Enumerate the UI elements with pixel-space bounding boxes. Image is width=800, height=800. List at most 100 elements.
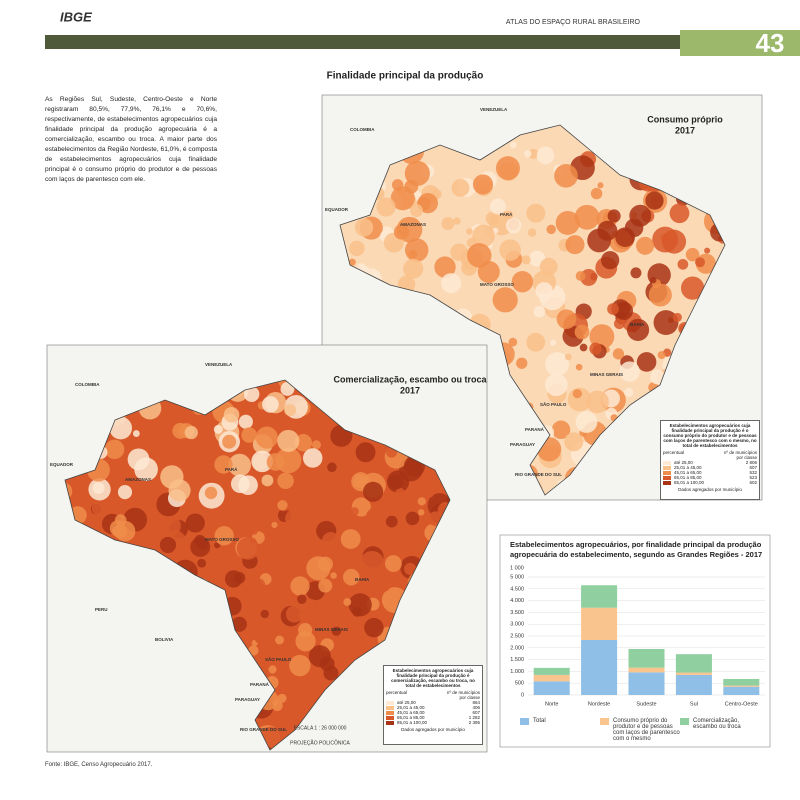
legend-swatch [663,460,671,465]
legend-swatch [600,718,609,725]
legend-row: 45,01 a 65,00 607 [386,710,480,715]
map-region [572,389,582,399]
map-label: RIO GRANDE DO SUL [515,472,562,477]
map-region [359,550,385,576]
map-region [533,305,546,318]
y-unit: 1 000 [510,565,524,571]
map-region [607,303,619,315]
map-region [508,337,518,347]
map-region [636,352,657,372]
map-label: RIO GRANDE DO SUL [240,727,287,732]
legend-class: 65,01 a 85,00 [674,475,702,480]
map-region [280,382,295,396]
bar-segment [723,686,760,695]
legend-count: 1 282 [468,715,480,720]
map-label: BAHIA [355,577,370,582]
map-region [450,243,468,261]
map-label: VENEZUELA [480,107,508,112]
map-region [677,258,689,270]
map-region [453,217,461,225]
map-region [349,240,365,257]
map-region [354,218,374,237]
map-label: PARANÁ [250,681,270,687]
map-region [445,497,450,504]
legend-class: até 25,00 [397,700,416,705]
map-region [348,593,372,617]
legend-row: 85,01 a 100,00 602 [663,480,757,485]
legend-head: percentual nº de municípios por classe [386,690,480,700]
legend-label: Comercialização, escambo ou troca [693,718,741,730]
map-region [214,455,233,474]
map-region [597,182,604,189]
map-region [284,404,297,417]
legend-swatch [663,470,671,475]
bar-segment [723,678,760,686]
map-region [590,187,603,200]
x-tick-label: Centro-Oeste [725,701,758,707]
map-region [250,527,258,535]
map-region [333,497,340,505]
legend-row: 85,01 a 100,00 2 395 [386,720,480,725]
map-region [269,555,278,564]
map-region [117,485,133,500]
map-outline [339,124,726,496]
map-region [575,411,598,433]
map-region [275,635,285,645]
legend-swatch [386,715,394,720]
bar-segment [675,674,712,695]
bar-segment [581,607,618,641]
legend-class: 85,01 a 100,00 [674,480,705,485]
map-region [222,434,237,449]
map-region [405,238,429,262]
map-region [343,598,352,606]
map-region [297,594,307,604]
legend-row: 45,01 a 65,00 532 [663,470,757,475]
map-legend: Estabelecimentos agropecuários cuja fina… [383,665,483,745]
map-label: PARÁ [225,466,238,472]
legend-swatch [663,465,671,470]
map-outline [64,379,451,751]
map-region [589,342,602,355]
map-region [236,537,260,560]
map-region [168,479,191,502]
map-region [295,631,316,652]
map-region [404,562,417,575]
map-region [271,521,278,529]
map-region [574,324,590,340]
map-region [662,229,687,254]
legend-label: Total [533,718,546,724]
map-region [499,239,521,261]
map-region [384,502,392,510]
legend-class: 45,01 a 65,00 [397,710,425,715]
map-region [317,474,340,497]
map-region [472,174,494,195]
legend-class: 25,01 a 45,00 [397,705,425,710]
map-region [539,257,558,276]
legend-class: até 25,00 [674,460,693,465]
map-region [308,645,331,668]
x-tick-label: Norte [545,701,558,707]
legend-head: percentual nº de municípios por classe [663,450,757,460]
map-region [190,536,211,557]
map-region [535,282,553,300]
map-region [648,283,672,307]
bar-segment [675,654,712,673]
map-region [224,558,232,565]
map-region [348,258,356,266]
legend-row: até 25,00 864 [386,700,480,705]
bar-segment [628,672,665,695]
map-region [586,390,609,414]
map-region [466,228,473,235]
map-region [330,572,337,579]
legend-title: Estabelecimentos agropecuários cuja fina… [663,423,757,448]
map-legend: Estabelecimentos agropecuários cuja fina… [660,420,760,500]
map-region [317,556,333,572]
legend-swatch [386,700,394,705]
map-region [350,507,359,516]
map-region [388,474,404,490]
map-region [230,474,250,494]
map-region [467,243,492,268]
map-region [485,211,499,226]
page-number: 43 [756,28,785,58]
